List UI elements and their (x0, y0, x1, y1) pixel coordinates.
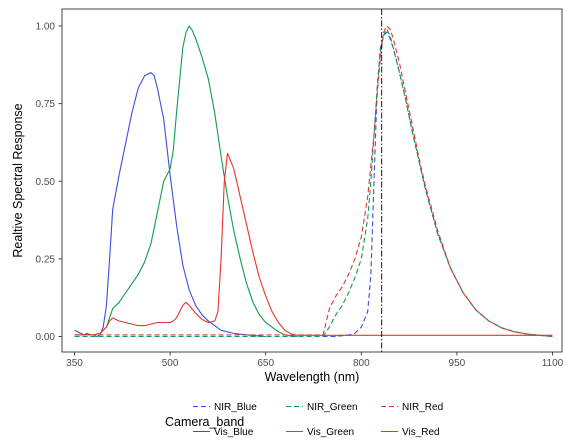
x-tick-label: 800 (353, 358, 370, 369)
x-tick-label: 950 (449, 358, 466, 369)
y-axis-title: Realtive Spectral Response (11, 103, 25, 257)
x-tick-label: 650 (257, 358, 274, 369)
x-axis-title: Wavelength (nm) (265, 370, 360, 384)
legend-label-vis-red: Vis_Red (402, 427, 440, 438)
legend-label-vis-blue: Vis_Blue (214, 427, 254, 438)
series-line-vis-green (74, 25, 298, 338)
legend-label-nir-blue: NIR_Blue (214, 402, 257, 413)
series-line-nir-red (74, 25, 553, 338)
y-tick-label: 0.00 (36, 332, 56, 343)
series-line-nir-green (74, 28, 553, 338)
legend-title: Camera_band (165, 415, 244, 429)
y-tick-label: 0.75 (36, 99, 56, 110)
x-tick-label: 1100 (542, 358, 564, 369)
legend-label-vis-green: Vis_Green (307, 427, 354, 438)
y-tick-label: 1.00 (36, 22, 56, 33)
y-tick-label: 0.50 (36, 177, 56, 188)
axes-layer: 350 500 650 800 950 1100 0.00 0.25 0.50 0.75 1.00 (36, 22, 564, 370)
series-line-vis-blue (74, 72, 266, 338)
plot-panel (61, 8, 563, 353)
legend-label-nir-red: NIR_Red (402, 402, 443, 413)
series-line-vis-red (74, 152, 553, 336)
x-tick-label: 350 (66, 358, 83, 369)
y-tick-label: 0.25 (36, 254, 56, 265)
series-layer (74, 9, 553, 352)
legend: Camera_band NIR_Blue NIR_Green NIR_Red Vis_… (165, 402, 443, 438)
legend-label-nir-green: NIR_Green (307, 402, 358, 413)
x-tick-label: 500 (162, 358, 179, 369)
